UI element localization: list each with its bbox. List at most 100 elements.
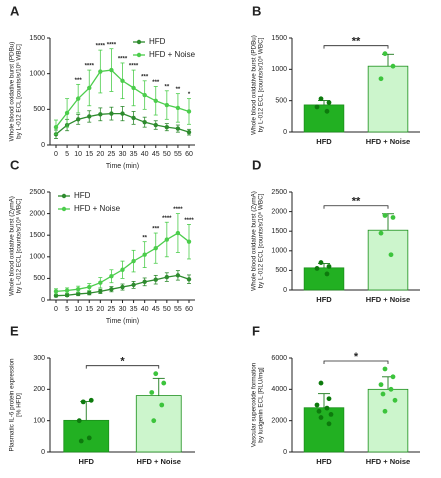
bar <box>63 419 110 453</box>
legend-label: HFD <box>149 37 166 46</box>
x-tick-label: HFD + Noise <box>366 137 410 146</box>
data-point <box>318 415 324 420</box>
bar <box>303 407 345 453</box>
data-point <box>153 277 158 282</box>
y-tick-label: 100 <box>33 418 45 425</box>
x-tick-label: 35 <box>130 151 138 158</box>
x-tick-label: 5 <box>65 151 69 158</box>
y-axis-label: by L-012 ECL [counts/s/10⁶ WBC] <box>258 193 265 288</box>
significance-bracket <box>323 45 389 49</box>
x-tick-label: 25 <box>108 306 116 313</box>
significance-stars: *** <box>152 80 160 86</box>
x-tick-label: 55 <box>174 151 182 158</box>
significance-stars: **** <box>85 64 95 70</box>
y-tick-label: 300 <box>33 355 45 362</box>
data-point <box>153 371 159 377</box>
x-tick-label: 15 <box>85 306 93 313</box>
data-point <box>98 280 103 285</box>
data-point <box>109 287 114 292</box>
x-tick-label: 35 <box>130 306 138 313</box>
data-point <box>142 252 147 257</box>
significance-stars: *** <box>141 74 149 80</box>
data-point <box>75 287 81 292</box>
data-point <box>326 100 332 105</box>
y-tick-label: 200 <box>33 386 45 393</box>
data-point <box>76 418 82 424</box>
data-point <box>388 252 394 258</box>
y-tick-label: 0 <box>283 287 287 294</box>
data-point <box>131 282 136 288</box>
data-point <box>161 380 167 386</box>
data-point <box>159 402 165 408</box>
x-tick-label: 20 <box>96 306 104 313</box>
data-point <box>314 104 320 110</box>
legend-marker <box>136 39 142 45</box>
x-tick-label: 60 <box>185 151 193 158</box>
data-point <box>78 438 84 444</box>
data-point <box>75 96 81 101</box>
y-tick-label: 2000 <box>271 418 287 425</box>
data-point <box>120 111 125 116</box>
data-point <box>382 51 388 57</box>
x-tick-label: 40 <box>141 151 149 158</box>
data-point <box>109 111 114 116</box>
y-tick-label: 2500 <box>271 189 287 196</box>
data-point <box>75 117 81 122</box>
data-point <box>380 391 386 397</box>
bar <box>303 104 345 133</box>
data-point <box>328 412 334 417</box>
data-point <box>53 293 59 298</box>
y-tick-label: 4000 <box>271 386 287 393</box>
data-point <box>64 288 70 293</box>
data-point <box>175 105 181 111</box>
data-point <box>324 108 330 114</box>
bar <box>135 395 182 453</box>
data-point <box>164 237 170 242</box>
data-point <box>120 267 125 272</box>
y-tick-label: 0 <box>283 129 287 136</box>
data-point <box>326 396 332 402</box>
legend-marker <box>61 206 67 212</box>
y-axis-label: by lucigenin ECL [RLU/mg] <box>258 367 265 443</box>
data-point <box>318 96 324 102</box>
x-axis-label: Time (min) <box>106 163 139 170</box>
data-point <box>186 109 192 114</box>
panel-letter: D <box>252 157 261 172</box>
data-point <box>53 124 59 130</box>
data-point <box>382 366 388 372</box>
data-point <box>382 408 388 414</box>
significance-label: ** <box>352 196 361 208</box>
data-point <box>378 76 384 82</box>
y-tick-label: 1500 <box>271 35 287 42</box>
significance-stars: **** <box>96 44 106 50</box>
x-tick-label: 5 <box>65 306 69 313</box>
y-tick-label: 500 <box>275 98 287 105</box>
data-point <box>390 374 396 380</box>
data-point <box>324 271 330 277</box>
data-point <box>120 78 125 84</box>
y-axis-label: Whole blood oxidative burst (PDBu) <box>9 42 16 142</box>
x-tick-label: HFD <box>316 137 332 146</box>
significance-label: * <box>120 356 125 368</box>
y-axis-label: Whole blood oxidative burst (PDBu) <box>251 35 258 135</box>
y-axis-label: Whole blood oxidative burst (ZymA) <box>251 191 258 291</box>
x-tick-label: HFD <box>316 295 332 304</box>
data-point <box>64 293 70 298</box>
data-point <box>109 274 114 279</box>
x-tick-label: 60 <box>185 306 193 313</box>
data-point <box>149 390 155 395</box>
y-axis-label: Vascular superoxide formation <box>251 362 258 447</box>
y-axis-label: Whole blood oxidative burst (ZymA) <box>9 196 16 296</box>
x-tick-label: HFD + Noise <box>366 295 410 304</box>
significance-label: ** <box>352 36 361 48</box>
y-axis-label: by L-012 ECL [counts/s/10⁶ WBC] <box>258 37 265 132</box>
panel-letter: E <box>10 323 19 338</box>
y-axis-label: by L-012 ECL [counts/s/10⁶ WBC] <box>16 44 23 139</box>
data-point <box>392 397 398 403</box>
data-point <box>175 230 181 236</box>
data-point <box>186 277 192 282</box>
x-tick-label: 10 <box>74 306 82 313</box>
significance-label: * <box>354 351 359 363</box>
data-point <box>142 119 147 125</box>
data-point <box>151 418 157 424</box>
